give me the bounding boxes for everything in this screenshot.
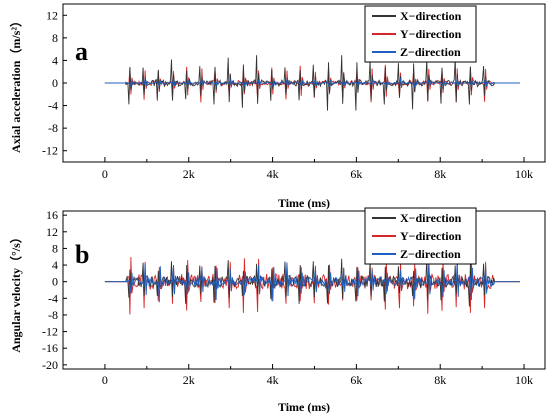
legend-label-z: Z−direction (400, 247, 461, 261)
panel-b-x-ticks: 0 2k 4k 6k 8k 10k (102, 364, 533, 387)
panel-b-label: b (75, 240, 89, 269)
y-tick-label: 0 (52, 275, 58, 289)
x-tick-label: 10k (515, 373, 533, 387)
y-tick-label: -12 (42, 144, 58, 158)
legend-label-y: Y−direction (400, 27, 462, 41)
x-tick-label: 2k (183, 167, 195, 181)
legend-entry-y: Y−direction (372, 27, 462, 41)
x-tick-label: 4k (267, 167, 279, 181)
y-tick-label: -4 (48, 99, 58, 113)
panel-a-legend: X−direction Y−direction Z−direction (364, 5, 477, 63)
panel-a-ylabel: Axial acceleration（m/s²） (8, 15, 23, 153)
panel-a-plot-area (104, 55, 520, 111)
legend-label-z: Z−direction (400, 45, 461, 59)
legend-entry-y: Y−direction (372, 229, 462, 243)
panel-b-angular-velocity: b 16 12 8 4 0 -4 -8 -12 -16 -20 0 2k 4k 6k 8k 10k Angu… (8, 207, 546, 414)
legend-label-x: X−direction (400, 211, 462, 225)
y-tick-label: -4 (48, 291, 58, 305)
x-tick-label: 6k (350, 167, 362, 181)
series-line-z-direction (104, 261, 520, 303)
panel-b-ylabel: Angular velocity（°/s） (8, 231, 23, 353)
panel-a-axial-acceleration: a 12 8 4 0 -4 -8 -12 0 2k 4k 6k 8k 10k Axial accele… (8, 3, 546, 210)
x-tick-label: 8k (434, 167, 446, 181)
panel-a-y-ticks: 12 8 4 0 -4 -8 -12 (42, 8, 67, 158)
panel-b-legend: X−direction Y−direction Z−direction (364, 207, 477, 265)
panel-a-x-ticks: 0 2k 4k 6k 8k 10k (102, 157, 533, 181)
legend-entry-x: X−direction (372, 211, 462, 225)
x-tick-label: 4k (267, 373, 279, 387)
panel-a-xlabel: Time (ms) (278, 196, 330, 210)
panel-b-y-ticks: 16 12 8 4 0 -4 -8 -12 -16 -20 (42, 208, 67, 372)
y-tick-label: -8 (48, 121, 58, 135)
y-tick-label: -12 (42, 325, 58, 339)
x-tick-label: 0 (102, 373, 108, 387)
y-tick-label: -16 (42, 341, 58, 355)
series-line-x-direction (104, 55, 520, 111)
y-tick-label: 12 (46, 8, 58, 22)
x-tick-label: 0 (102, 167, 108, 181)
y-tick-label: 8 (52, 31, 58, 45)
y-tick-label: -20 (42, 358, 58, 372)
x-tick-label: 6k (350, 373, 362, 387)
x-tick-label: 10k (515, 167, 533, 181)
legend-label-x: X−direction (400, 9, 462, 23)
series-line-x-direction (104, 257, 520, 307)
panel-b-xlabel: Time (ms) (278, 400, 330, 414)
y-tick-label: 0 (52, 76, 58, 90)
y-tick-label: 4 (52, 53, 58, 67)
legend-entry-z: Z−direction (372, 247, 461, 261)
panel-a-label: a (75, 37, 88, 66)
y-tick-label: 12 (46, 225, 58, 239)
panel-b-frame (62, 210, 546, 370)
legend-entry-x: X−direction (372, 9, 462, 23)
panel-b-plot-area (104, 257, 520, 315)
y-tick-label: 4 (52, 258, 58, 272)
legend-entry-z: Z−direction (372, 45, 461, 59)
x-tick-label: 2k (183, 373, 195, 387)
legend-label-y: Y−direction (400, 229, 462, 243)
y-tick-label: 8 (52, 241, 58, 255)
y-tick-label: -8 (48, 308, 58, 322)
series-line-z-direction (104, 78, 520, 88)
x-tick-label: 8k (434, 373, 446, 387)
y-tick-label: 16 (46, 208, 58, 222)
